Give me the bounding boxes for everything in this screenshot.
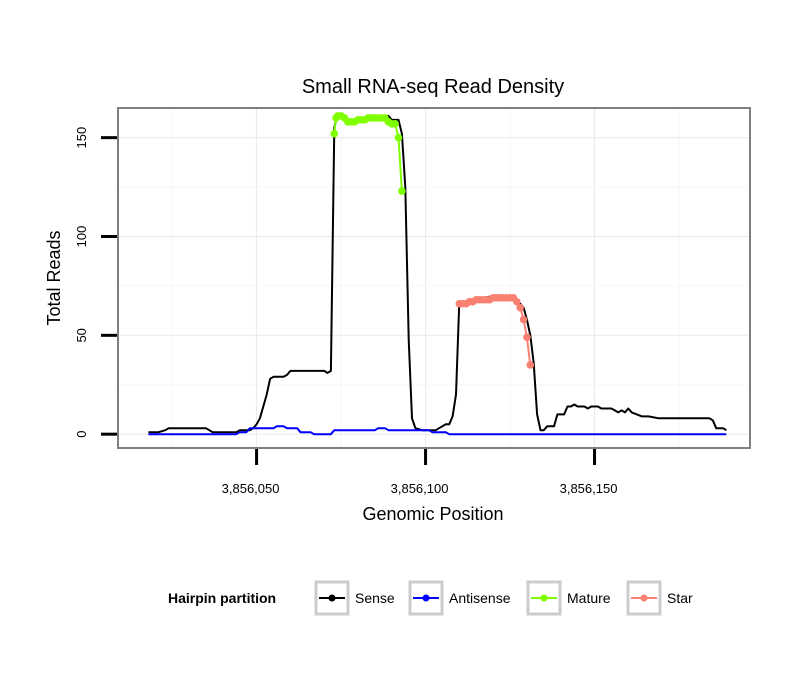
series-antisense: [148, 425, 727, 436]
series-layer: [148, 112, 727, 436]
grid-lines: [118, 108, 750, 448]
star-point: [523, 333, 531, 342]
legend-item-star: Star: [626, 580, 693, 616]
star-point: [513, 297, 521, 306]
x-axis-title: Genomic Position: [362, 504, 503, 524]
series-mature: [330, 112, 406, 195]
legend-item-sense: Sense: [314, 580, 395, 616]
chart-title: Small RNA-seq Read Density: [302, 76, 564, 98]
star-point: [519, 315, 528, 324]
series-sense: [148, 112, 727, 434]
legend-title: Hairpin partition: [168, 590, 276, 606]
mature-point: [394, 133, 403, 142]
series-star: [455, 293, 535, 369]
legend-key-dot: [540, 594, 548, 602]
y-tick-label: 50: [74, 328, 89, 342]
legend-label: Sense: [355, 590, 395, 606]
legend-key-dot: [328, 594, 336, 602]
y-axis: 0 50 100 150: [74, 127, 117, 438]
legend-label: Star: [667, 590, 693, 606]
legend: Hairpin partition Sense Antisense Mature St…: [168, 580, 693, 616]
plot-border: [117, 107, 751, 449]
y-tick-label: 0: [74, 431, 89, 438]
plot-panel: [117, 107, 751, 449]
mature-point: [398, 187, 406, 195]
legend-key-dot: [640, 594, 648, 602]
y-tick-label: 100: [74, 226, 89, 248]
mature-point: [330, 129, 339, 138]
legend-label: Mature: [567, 590, 611, 606]
legend-label: Antisense: [449, 590, 511, 606]
x-tick-label: 3,856,050: [222, 481, 280, 496]
antisense-line: [148, 425, 727, 436]
star-point: [526, 361, 535, 369]
x-axis: 3,856,050 3,856,100 3,856,150: [222, 449, 618, 496]
x-tick-label: 3,856,100: [391, 481, 449, 496]
legend-item-antisense: Antisense: [408, 580, 511, 616]
y-tick-label: 150: [74, 127, 89, 149]
mature-point: [391, 120, 399, 128]
x-tick-label: 3,856,150: [560, 481, 618, 496]
legend-key-dot: [422, 594, 430, 602]
y-axis-title: Total Reads: [44, 230, 64, 325]
legend-item-mature: Mature: [526, 580, 611, 616]
sense-line: [148, 112, 727, 434]
star-point: [516, 303, 524, 312]
